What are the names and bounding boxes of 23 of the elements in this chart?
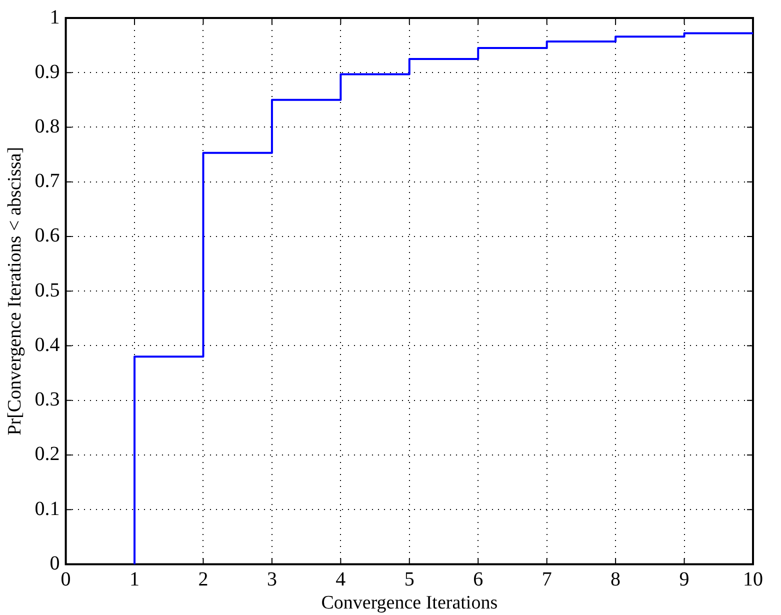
x-tick-label: 9 <box>679 568 690 590</box>
y-tick-label: 0.8 <box>34 115 60 138</box>
x-tick-label: 1 <box>130 568 140 590</box>
x-axis-title: Convergence Iterations <box>321 592 498 614</box>
x-tick-label: 7 <box>542 568 552 590</box>
x-tick-label: 4 <box>336 568 346 590</box>
x-tick-label: 3 <box>266 568 277 590</box>
y-tick-label: 0.7 <box>34 170 60 192</box>
y-tick-label: 0.4 <box>34 334 60 356</box>
x-tick-label: 5 <box>404 568 414 590</box>
y-axis-title: Pr[Convergence Iterations < abscissa] <box>4 146 26 436</box>
y-tick-label: 0.6 <box>34 224 60 247</box>
x-tick-label: 10 <box>743 568 763 590</box>
y-tick-label: 0.9 <box>34 60 60 83</box>
y-tick-label: 1 <box>50 6 60 28</box>
y-tick-label: 0.3 <box>34 388 60 411</box>
y-tick-label: 0.2 <box>34 443 60 466</box>
y-tick-label: 0.1 <box>34 498 60 520</box>
x-tick-label: 6 <box>473 568 484 590</box>
x-tick-label: 2 <box>198 568 208 590</box>
x-tick-label: 8 <box>610 568 621 590</box>
y-tick-label: 0 <box>50 552 60 574</box>
y-tick-label: 0.5 <box>34 279 60 302</box>
